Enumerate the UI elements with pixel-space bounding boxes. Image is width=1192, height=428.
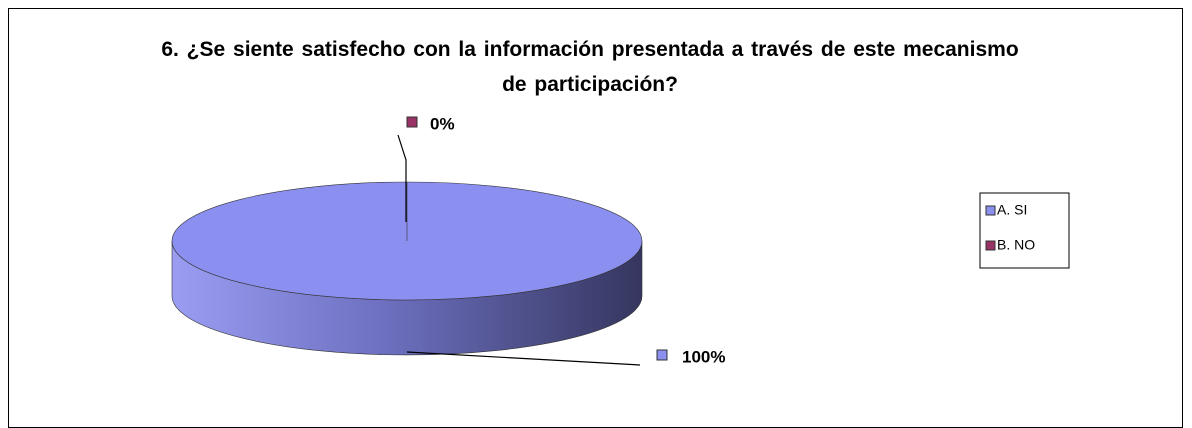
leader-line (406, 351, 641, 366)
legend-swatch (985, 240, 996, 251)
data-label: 0% (430, 114, 455, 133)
leader-line (397, 134, 407, 222)
chart-title: 6. ¿Se siente satisfecho con la informac… (161, 38, 1019, 96)
legend-label: A. SI (997, 202, 1027, 218)
label-key (406, 116, 418, 128)
label-key (656, 349, 668, 361)
legend-swatch (985, 205, 996, 216)
legend-label: B. NO (997, 237, 1035, 253)
data-label: 100% (682, 347, 725, 366)
